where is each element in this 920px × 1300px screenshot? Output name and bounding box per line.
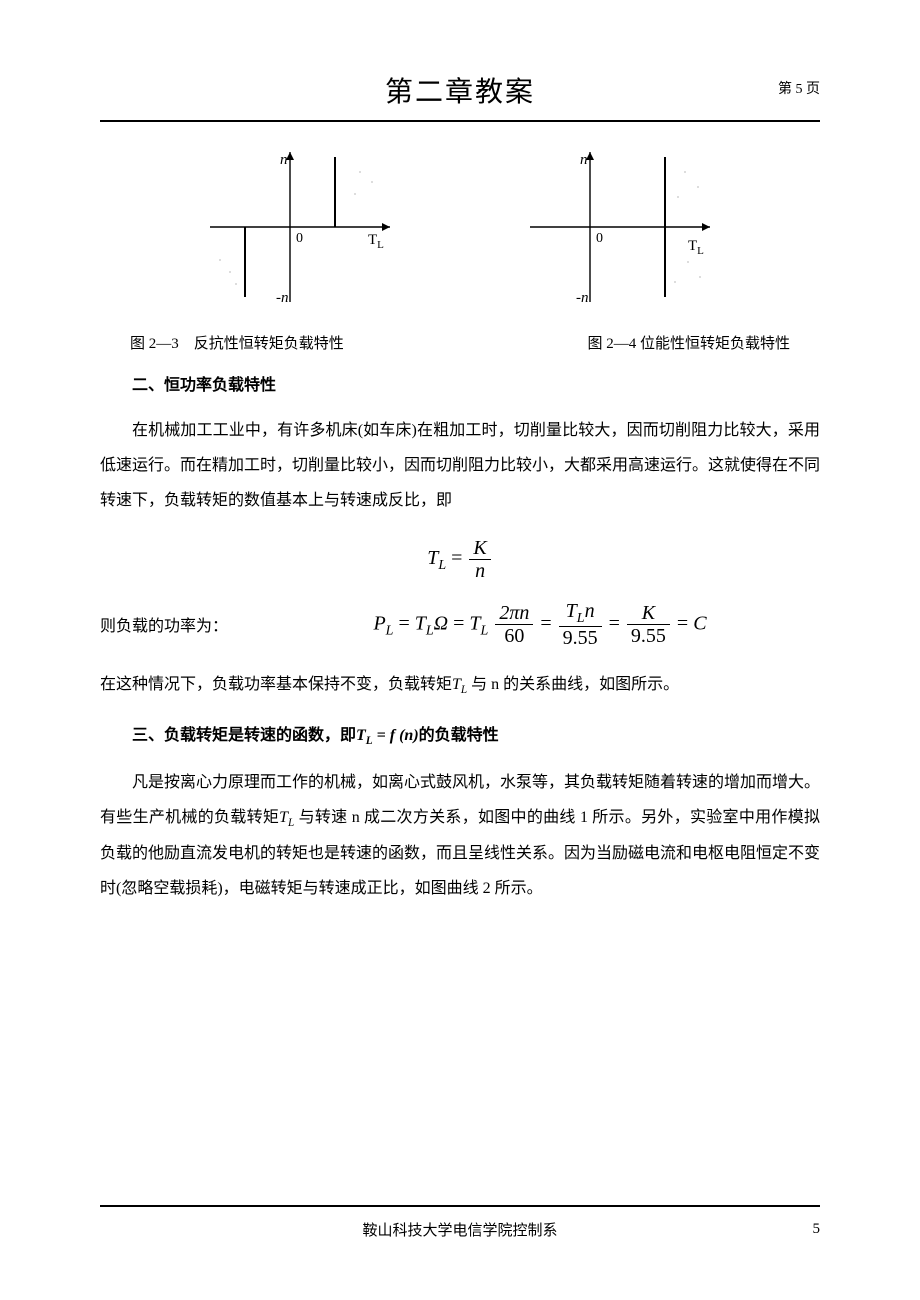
section-2-para-1: 在机械加工工业中，有许多机床(如车床)在粗加工时，切削量比较大，因而切削阻力比较… xyxy=(100,413,820,519)
eq2-frac2: TLn 9.55 xyxy=(559,600,602,649)
caption-fig-2-4: 图 2—4 位能性恒转矩负载特性 xyxy=(587,332,790,353)
fig24-neg-n-label: -n xyxy=(576,290,589,306)
page-number-top: 第 5 页 xyxy=(778,78,820,98)
fig24-origin: 0 xyxy=(596,231,603,246)
s3h-sub: L xyxy=(366,735,373,747)
page-header: 第二章教案 第 5 页 xyxy=(100,70,820,110)
eq2-60: 60 xyxy=(495,625,533,647)
eq2-label: 则负载的功率为： xyxy=(100,612,230,636)
eq2-frac3: K 9.55 xyxy=(627,602,670,647)
eq2-955b: 9.55 xyxy=(627,625,670,647)
fig24-TL: TL xyxy=(688,238,704,257)
figure-2-3: n -n 0 TL xyxy=(170,142,430,312)
eq1-n: n xyxy=(469,560,490,582)
eq1-equals: = xyxy=(451,547,462,569)
fig23-origin: 0 xyxy=(296,231,303,246)
eq1-K: K xyxy=(469,537,490,560)
equation-PL: PL = TLΩ = TL 2πn 60 = TLn 9.55 = K 9.55… xyxy=(260,600,820,649)
equation-PL-line: 则负载的功率为： PL = TLΩ = TL 2πn 60 = TLn 9.55… xyxy=(100,600,820,649)
s2p2-post: 与 n 的关系曲线，如图所示。 xyxy=(467,676,679,693)
footer-page-number: 5 xyxy=(780,1221,820,1238)
page-footer: 鞍山科技大学电信学院控制系 5 xyxy=(100,1197,820,1240)
s3h-eq: = xyxy=(373,727,390,744)
s3h-pre: 三、负载转矩是转速的函数，即 xyxy=(132,727,356,744)
eq2-TL1: L xyxy=(426,623,434,638)
section-3-para: 凡是按离心力原理而工作的机械，如离心式鼓风机，水泵等，其负载转矩随着转速的增加而… xyxy=(100,765,820,906)
eq1-T: T xyxy=(427,547,438,569)
s3h-post: 的负载特性 xyxy=(419,727,499,744)
page-label-prefix: 第 xyxy=(778,82,796,97)
footer-row: 鞍山科技大学电信学院控制系 5 xyxy=(100,1219,820,1240)
eq2-omega: Ω xyxy=(434,612,448,634)
eq2-TL3: L xyxy=(577,611,585,626)
figure-2-3-svg: n -n 0 TL xyxy=(190,142,410,312)
eq2-955a: 9.55 xyxy=(559,627,602,649)
s2p2-T: T xyxy=(452,676,461,693)
eq2-n2: n xyxy=(585,600,595,622)
page-label-suffix: 页 xyxy=(803,82,821,97)
figure-2-4: n -n 0 TL xyxy=(490,142,750,312)
eq2-frac1: 2πn 60 xyxy=(495,602,533,647)
equation-TL-Kn: TL = K n xyxy=(100,537,820,582)
eq2-C: C xyxy=(693,612,706,634)
caption-fig-2-3: 图 2—3 反抗性恒转矩负载特性 xyxy=(130,332,344,353)
eq2-T3: T xyxy=(566,600,577,622)
page-label-num: 5 xyxy=(796,82,803,97)
eq1-Lsub: L xyxy=(438,558,446,573)
header-rule xyxy=(100,120,820,122)
eq2-TL2: L xyxy=(481,623,489,638)
fig23-neg-n-label: -n xyxy=(276,290,289,306)
figure-2-4-svg: n -n 0 TL xyxy=(510,142,730,312)
page: 第二章教案 第 5 页 n -n 0 TL xyxy=(0,0,920,1300)
s3h-fn: f (n) xyxy=(390,727,419,744)
figure-captions: 图 2—3 反抗性恒转矩负载特性 图 2—4 位能性恒转矩负载特性 xyxy=(130,332,790,353)
fig24-n-label: n xyxy=(580,152,588,168)
eq2-K: K xyxy=(627,602,670,625)
footer-rule xyxy=(100,1205,820,1207)
section-2-para-2: 在这种情况下，负载功率基本保持不变，负载转矩TL 与 n 的关系曲线，如图所示。 xyxy=(100,667,820,703)
s2p2-pre: 在这种情况下，负载功率基本保持不变，负载转矩 xyxy=(100,676,452,693)
eq2-P: P xyxy=(373,612,385,634)
eq2-T2: T xyxy=(469,612,480,634)
s3h-T: T xyxy=(356,727,366,744)
eq2-T1: T xyxy=(415,612,426,634)
s3p-T: T xyxy=(279,809,288,826)
eq2-2pin: 2πn xyxy=(499,602,529,624)
footer-institution: 鞍山科技大学电信学院控制系 xyxy=(140,1219,780,1240)
section-3-heading: 三、负载转矩是转速的函数，即TL = f (n)的负载特性 xyxy=(100,721,820,747)
fig23-n-label: n xyxy=(280,152,288,168)
figure-row: n -n 0 TL n -n 0 xyxy=(100,142,820,312)
eq2-PL: L xyxy=(386,623,394,638)
chapter-title: 第二章教案 xyxy=(385,70,535,110)
eq1-frac: K n xyxy=(469,537,490,582)
fig23-TL: TL xyxy=(368,232,384,251)
section-2-heading: 二、恒功率负载特性 xyxy=(100,371,820,395)
